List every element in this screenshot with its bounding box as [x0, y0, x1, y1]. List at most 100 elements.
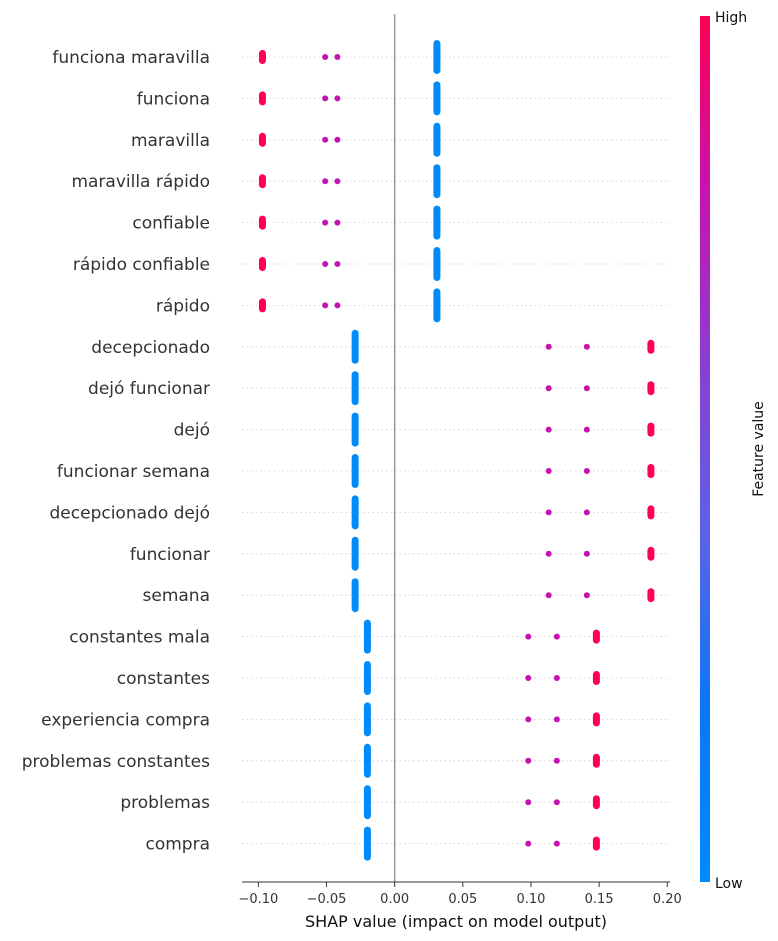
- shap-point-cluster: [363, 702, 371, 737]
- shap-point-cluster: [592, 795, 600, 810]
- shap-point-cluster: [258, 91, 266, 106]
- shap-point-cluster: [592, 836, 600, 851]
- x-tick-label: 0.15: [585, 892, 614, 907]
- shap-point: [583, 550, 590, 557]
- shap-point-cluster: [647, 381, 655, 396]
- shap-point-cluster: [592, 629, 600, 644]
- shap-point: [553, 757, 560, 764]
- shap-point-cluster: [433, 247, 441, 281]
- shap-point-cluster: [258, 215, 266, 230]
- shap-point-cluster: [363, 661, 371, 695]
- shap-point: [583, 426, 590, 433]
- shap-point: [553, 840, 560, 847]
- shap-point-cluster: [592, 712, 600, 727]
- x-axis-title: SHAP value (impact on model output): [305, 912, 607, 931]
- x-tick-label: 0.00: [380, 892, 409, 907]
- shap-point-cluster: [363, 826, 371, 861]
- shap-point-cluster: [433, 164, 441, 199]
- shap-point-cluster: [258, 132, 266, 147]
- shap-point: [583, 385, 590, 392]
- points-layer: [258, 40, 655, 861]
- shap-point: [334, 95, 341, 102]
- feature-label: decepcionado dejó: [50, 503, 210, 523]
- row-guides: [242, 56, 670, 844]
- shap-point: [525, 633, 532, 640]
- shap-point: [553, 675, 560, 681]
- feature-label: dejó: [174, 421, 210, 441]
- shap-point-cluster: [647, 546, 655, 561]
- x-tick-label: −0.05: [307, 892, 347, 907]
- feature-label: problemas: [120, 793, 210, 813]
- colorbar-title: Feature value: [751, 401, 767, 497]
- x-axis: −0.10 −0.05 0.00 0.05 0.10 0.15 0.20 SHAP valu…: [238, 881, 682, 931]
- feature-label: semana: [143, 586, 211, 606]
- shap-point-cluster: [647, 588, 655, 603]
- shap-point: [334, 261, 341, 267]
- shap-point: [545, 426, 552, 433]
- shap-point: [334, 219, 341, 226]
- x-tick-label: −0.10: [238, 892, 278, 907]
- shap-point: [583, 592, 590, 599]
- shap-point: [545, 343, 552, 350]
- feature-label: constantes mala: [69, 628, 210, 648]
- shap-point: [322, 261, 329, 267]
- shap-point: [322, 95, 329, 102]
- shap-point: [583, 509, 590, 516]
- shap-point-cluster: [433, 40, 441, 74]
- shap-point-cluster: [351, 412, 359, 447]
- colorbar-high-label: High: [715, 10, 747, 26]
- shap-point-cluster: [433, 205, 441, 240]
- feature-label: problemas constantes: [22, 752, 210, 772]
- shap-point-cluster: [647, 422, 655, 437]
- shap-point: [525, 840, 532, 847]
- feature-label: confiable: [132, 214, 210, 234]
- shap-point-cluster: [258, 257, 266, 271]
- shap-point-cluster: [592, 753, 600, 768]
- x-tick-label: 0.20: [653, 892, 682, 907]
- feature-label: maravilla: [131, 131, 210, 151]
- shap-point: [525, 799, 532, 806]
- shap-point: [334, 178, 341, 185]
- shap-point-cluster: [258, 174, 266, 189]
- shap-point: [322, 136, 329, 143]
- shap-point-cluster: [363, 619, 371, 654]
- shap-point-cluster: [258, 298, 266, 313]
- shap-point-cluster: [647, 505, 655, 520]
- shap-point: [545, 550, 552, 557]
- shap-point: [545, 592, 552, 599]
- feature-label: dejó funcionar: [88, 379, 210, 399]
- shap-point-cluster: [363, 785, 371, 820]
- shap-point: [334, 54, 341, 60]
- shap-point: [322, 302, 329, 309]
- shap-point: [525, 716, 532, 723]
- feature-labels: funciona maravilla funciona maravilla marav…: [22, 48, 210, 855]
- shap-point-cluster: [433, 288, 441, 323]
- shap-point-cluster: [351, 329, 359, 364]
- shap-point: [553, 799, 560, 806]
- shap-point: [553, 716, 560, 723]
- shap-point: [553, 633, 560, 640]
- feature-label: funcionar semana: [57, 462, 210, 482]
- feature-label: rápido: [156, 296, 210, 316]
- feature-label: decepcionado: [91, 338, 210, 358]
- feature-label: experiencia compra: [41, 710, 210, 730]
- shap-point-cluster: [351, 536, 359, 571]
- shap-point: [334, 136, 341, 143]
- shap-point: [545, 468, 552, 474]
- feature-label: funciona maravilla: [52, 48, 210, 68]
- feature-label: rápido confiable: [73, 255, 210, 275]
- shap-point: [525, 675, 532, 681]
- shap-point: [545, 385, 552, 392]
- shap-point: [322, 178, 329, 185]
- shap-point-cluster: [351, 495, 359, 530]
- shap-point: [334, 302, 341, 309]
- x-ticks: −0.10 −0.05 0.00 0.05 0.10 0.15 0.20: [238, 882, 682, 907]
- shap-point-cluster: [351, 578, 359, 613]
- shap-point-cluster: [363, 743, 371, 778]
- feature-label: funcionar: [130, 545, 210, 565]
- shap-point-cluster: [351, 371, 359, 406]
- shap-point-cluster: [592, 671, 600, 685]
- shap-point: [525, 757, 532, 764]
- feature-label: funciona: [137, 89, 210, 109]
